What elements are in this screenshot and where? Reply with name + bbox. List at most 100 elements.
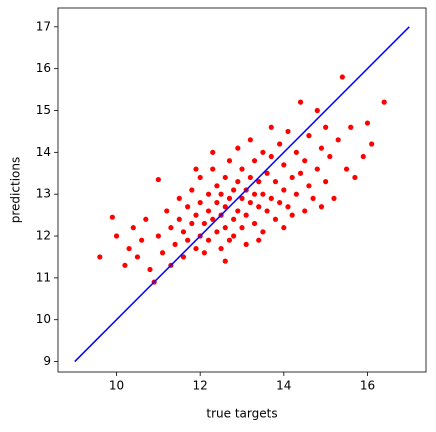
- x-tick-label: 14: [276, 379, 291, 393]
- point: [348, 124, 354, 130]
- point: [364, 120, 371, 126]
- point: [147, 266, 153, 273]
- point: [214, 183, 220, 189]
- point: [310, 195, 316, 201]
- point: [268, 153, 274, 160]
- point: [260, 229, 266, 235]
- point: [281, 225, 287, 231]
- point: [318, 145, 325, 151]
- point: [260, 191, 266, 197]
- point: [197, 174, 203, 181]
- point: [306, 133, 312, 139]
- point: [302, 158, 308, 164]
- point: [339, 74, 345, 80]
- point: [205, 237, 212, 243]
- point: [176, 195, 182, 201]
- point: [235, 208, 241, 214]
- point: [109, 214, 115, 220]
- point: [201, 220, 207, 227]
- point: [193, 166, 199, 172]
- point: [197, 199, 203, 206]
- point: [235, 179, 241, 185]
- point: [256, 204, 262, 210]
- point: [289, 174, 295, 181]
- y-axis-label: predictions: [9, 157, 23, 223]
- y-tick-label: 13: [36, 187, 51, 201]
- point: [210, 149, 216, 155]
- point: [122, 262, 128, 268]
- point: [222, 204, 228, 210]
- point: [260, 149, 266, 155]
- point: [360, 153, 366, 160]
- y-tick-label: 9: [43, 354, 51, 368]
- point: [293, 149, 299, 155]
- y-tick-label: 17: [36, 19, 51, 33]
- point: [164, 208, 170, 214]
- point: [247, 174, 253, 181]
- point: [302, 208, 308, 214]
- point: [218, 191, 224, 197]
- point: [231, 216, 237, 222]
- point: [277, 141, 283, 147]
- point: [268, 195, 274, 201]
- point: [172, 241, 178, 247]
- point: [352, 174, 358, 181]
- point: [168, 225, 174, 231]
- point: [314, 166, 320, 172]
- point: [113, 233, 120, 239]
- point: [293, 191, 299, 197]
- point: [343, 166, 350, 172]
- y-tick-label: 11: [36, 270, 51, 284]
- point: [193, 212, 199, 218]
- point: [251, 158, 258, 164]
- point: [369, 141, 375, 147]
- point: [256, 179, 262, 185]
- point: [281, 162, 287, 168]
- point: [331, 195, 337, 201]
- point: [247, 199, 253, 206]
- point: [193, 245, 199, 252]
- y-tick-label: 16: [36, 61, 51, 75]
- point: [281, 187, 287, 193]
- point: [210, 166, 216, 172]
- point: [226, 158, 233, 164]
- plot-frame: [57, 7, 427, 373]
- point: [130, 225, 136, 231]
- point: [243, 212, 249, 218]
- line: [74, 26, 410, 363]
- point: [210, 216, 216, 222]
- point: [323, 179, 329, 185]
- y-tick-label: 14: [36, 145, 51, 159]
- point: [314, 107, 320, 114]
- point: [185, 237, 191, 243]
- point: [251, 191, 258, 197]
- point: [285, 204, 291, 210]
- y-tick-label: 12: [36, 229, 51, 243]
- point: [226, 237, 233, 243]
- point: [176, 216, 182, 222]
- x-tick-label: 10: [109, 379, 124, 393]
- point: [327, 153, 333, 160]
- point: [235, 145, 241, 151]
- point: [222, 174, 228, 181]
- point: [139, 237, 145, 243]
- point: [155, 233, 161, 239]
- point: [222, 225, 228, 231]
- point: [323, 124, 329, 130]
- point: [272, 216, 279, 222]
- point: [143, 216, 149, 222]
- point: [214, 199, 220, 206]
- point: [205, 191, 212, 197]
- point: [264, 170, 270, 176]
- point: [159, 250, 166, 256]
- point: [231, 187, 237, 193]
- x-tick-label: 16: [360, 379, 375, 393]
- point: [97, 254, 103, 260]
- point: [268, 124, 274, 130]
- point: [285, 128, 291, 135]
- point: [239, 225, 245, 231]
- point: [214, 229, 220, 235]
- point: [226, 195, 233, 201]
- point: [277, 199, 283, 206]
- point: [180, 254, 187, 260]
